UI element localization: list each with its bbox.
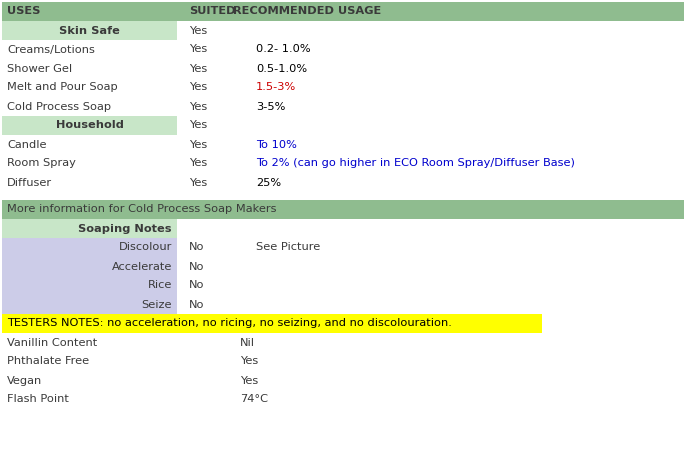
Text: Discolour: Discolour bbox=[119, 243, 172, 253]
Text: Diffuser: Diffuser bbox=[7, 177, 52, 187]
Bar bbox=[542, 314, 684, 333]
Bar bbox=[2, 219, 177, 238]
Text: Yes: Yes bbox=[189, 25, 207, 35]
Text: Soaping Notes: Soaping Notes bbox=[78, 224, 172, 234]
Bar bbox=[2, 97, 684, 116]
Text: Yes: Yes bbox=[189, 83, 207, 93]
Text: Accelerate: Accelerate bbox=[112, 261, 172, 271]
Bar bbox=[177, 295, 684, 314]
Text: Yes: Yes bbox=[240, 376, 258, 386]
Bar bbox=[2, 135, 684, 154]
Text: 25%: 25% bbox=[256, 177, 281, 187]
Bar bbox=[2, 352, 684, 371]
Text: More information for Cold Process Soap Makers: More information for Cold Process Soap M… bbox=[7, 204, 276, 214]
Text: No: No bbox=[189, 280, 204, 290]
Bar bbox=[2, 2, 684, 21]
Bar bbox=[2, 257, 177, 276]
Bar bbox=[2, 21, 177, 40]
Text: Nil: Nil bbox=[240, 337, 255, 347]
Text: No: No bbox=[189, 300, 204, 310]
Bar bbox=[2, 314, 542, 333]
Text: Seize: Seize bbox=[141, 300, 172, 310]
Text: Yes: Yes bbox=[189, 64, 207, 74]
Text: 0.5-1.0%: 0.5-1.0% bbox=[256, 64, 307, 74]
Text: Skin Safe: Skin Safe bbox=[59, 25, 120, 35]
Text: Cold Process Soap: Cold Process Soap bbox=[7, 101, 111, 111]
Text: Phthalate Free: Phthalate Free bbox=[7, 356, 89, 366]
Text: Room Spray: Room Spray bbox=[7, 159, 76, 169]
Text: Shower Gel: Shower Gel bbox=[7, 64, 72, 74]
Text: Rice: Rice bbox=[147, 280, 172, 290]
Text: To 2% (can go higher in ECO Room Spray/Diffuser Base): To 2% (can go higher in ECO Room Spray/D… bbox=[256, 159, 575, 169]
Bar bbox=[177, 116, 684, 135]
Text: 1.5-3%: 1.5-3% bbox=[256, 83, 296, 93]
Bar bbox=[177, 238, 684, 257]
Text: Yes: Yes bbox=[189, 159, 207, 169]
Text: SUITED: SUITED bbox=[189, 7, 235, 17]
Bar bbox=[2, 295, 177, 314]
Text: RECOMMENDED USAGE: RECOMMENDED USAGE bbox=[233, 7, 381, 17]
Bar bbox=[2, 40, 684, 59]
Text: Candle: Candle bbox=[7, 140, 47, 150]
Bar bbox=[2, 154, 684, 173]
Bar bbox=[2, 276, 177, 295]
Bar bbox=[177, 257, 684, 276]
Bar bbox=[2, 390, 684, 409]
Bar bbox=[177, 21, 684, 40]
Bar bbox=[2, 238, 177, 257]
Bar bbox=[177, 219, 684, 238]
Bar bbox=[2, 371, 684, 390]
Text: See Picture: See Picture bbox=[256, 243, 320, 253]
Text: Yes: Yes bbox=[189, 140, 207, 150]
Text: Vanillin Content: Vanillin Content bbox=[7, 337, 97, 347]
Bar bbox=[2, 116, 177, 135]
Text: 3-5%: 3-5% bbox=[256, 101, 285, 111]
Bar bbox=[2, 59, 684, 78]
Text: Yes: Yes bbox=[240, 356, 258, 366]
Text: 74°C: 74°C bbox=[240, 395, 268, 405]
Text: No: No bbox=[189, 261, 204, 271]
Text: Flash Point: Flash Point bbox=[7, 395, 69, 405]
Bar bbox=[2, 333, 684, 352]
Text: To 10%: To 10% bbox=[256, 140, 297, 150]
Text: USES: USES bbox=[7, 7, 40, 17]
Text: Household: Household bbox=[56, 120, 123, 130]
Text: TESTERS NOTES: no acceleration, no ricing, no seizing, and no discolouration.: TESTERS NOTES: no acceleration, no ricin… bbox=[7, 319, 452, 329]
Text: No: No bbox=[189, 243, 204, 253]
Text: Yes: Yes bbox=[189, 177, 207, 187]
Bar bbox=[2, 173, 684, 192]
Text: Yes: Yes bbox=[189, 120, 207, 130]
Bar bbox=[2, 78, 684, 97]
Text: Vegan: Vegan bbox=[7, 376, 43, 386]
Text: Yes: Yes bbox=[189, 44, 207, 54]
Text: Melt and Pour Soap: Melt and Pour Soap bbox=[7, 83, 118, 93]
Text: 0.2- 1.0%: 0.2- 1.0% bbox=[256, 44, 311, 54]
Text: Yes: Yes bbox=[189, 101, 207, 111]
Bar bbox=[177, 276, 684, 295]
Bar bbox=[2, 200, 684, 219]
Text: Creams/Lotions: Creams/Lotions bbox=[7, 44, 95, 54]
